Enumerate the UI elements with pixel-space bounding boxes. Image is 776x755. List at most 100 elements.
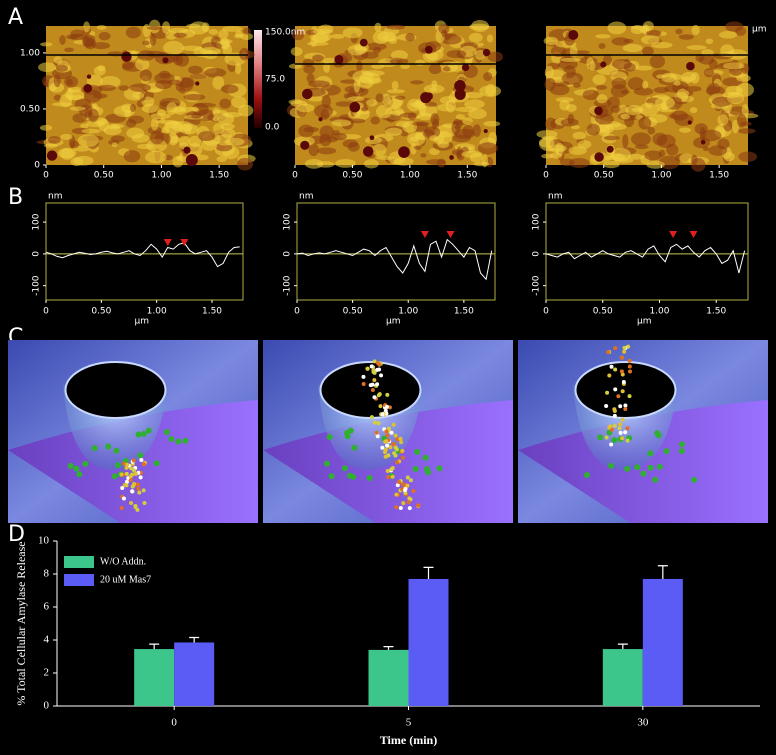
afm-texture [641, 35, 660, 45]
x-tick-label: 30 [637, 717, 649, 729]
particle [612, 413, 617, 418]
afm-texture [399, 112, 418, 118]
x-tick-label: 1.50 [457, 171, 477, 181]
vesicle [328, 473, 335, 480]
afm-texture [129, 83, 151, 92]
y-tick-label: 8 [44, 568, 50, 580]
particle [380, 412, 385, 417]
afm-texture [331, 132, 347, 141]
afm-texture [218, 29, 229, 39]
afm-texture [288, 63, 302, 69]
arrow-marker [689, 231, 698, 238]
afm-texture [43, 143, 58, 148]
particle [620, 389, 625, 394]
afm-texture [86, 120, 105, 128]
afm-texture [188, 65, 203, 75]
afm-pit [46, 150, 58, 161]
particle [625, 426, 630, 431]
afm-texture [487, 51, 504, 63]
afm-texture [691, 154, 698, 165]
afm-texture [703, 68, 715, 78]
afm-texture [347, 96, 365, 102]
afm-texture [38, 62, 57, 73]
particle [390, 474, 395, 479]
afm-texture [723, 152, 735, 162]
afm-texture [188, 135, 202, 148]
particle [376, 393, 381, 398]
afm-texture [161, 126, 170, 135]
particle [394, 492, 399, 497]
afm-texture [691, 24, 700, 36]
y-tick-label: 10 [38, 535, 50, 547]
rendering [8, 340, 258, 523]
afm-texture [53, 74, 61, 88]
vesicle [347, 427, 354, 434]
error-bar [383, 646, 394, 650]
particle [620, 417, 625, 422]
afm-pit [606, 145, 614, 153]
x-tick-label: 1.00 [651, 171, 671, 181]
x-tick-label: 0 [171, 717, 177, 729]
bar [174, 642, 215, 706]
afm-texture [436, 103, 456, 112]
x-tick-label: 1.50 [202, 307, 222, 317]
afm-texture [212, 116, 219, 122]
vesicle [91, 445, 98, 452]
afm-texture [302, 58, 315, 68]
afm-texture [363, 159, 379, 169]
panel-label: A [8, 5, 23, 30]
arrow-marker [180, 239, 189, 246]
vesicle [82, 460, 89, 467]
vesicle [652, 476, 659, 483]
afm-texture [486, 34, 494, 43]
afm-texture [536, 130, 558, 139]
profile-line [45, 242, 240, 268]
afm-texture [386, 24, 406, 30]
particle [623, 430, 628, 435]
afm-texture [372, 30, 389, 45]
particle [616, 394, 621, 399]
y-tick-label: 0 [32, 251, 42, 257]
afm-texture [234, 33, 244, 39]
pore [574, 361, 677, 419]
afm-texture [649, 54, 666, 69]
particle [385, 443, 390, 448]
particle [136, 486, 141, 491]
afm-texture [96, 25, 107, 30]
afm-texture [321, 94, 331, 109]
x-tick-label: 1.50 [209, 171, 229, 181]
afm-pit [425, 92, 433, 101]
particle [619, 369, 624, 374]
panel-label: D [8, 522, 25, 547]
y-tick-label: -100 [32, 275, 42, 296]
particle [622, 349, 627, 354]
particle [625, 438, 630, 443]
afm-texture [627, 153, 644, 160]
particle [622, 345, 627, 350]
afm-texture [243, 27, 251, 35]
particle [386, 453, 391, 458]
particle [142, 501, 147, 506]
y-tick-label: 100 [532, 213, 542, 230]
legend-swatch [64, 574, 94, 586]
particle [606, 350, 611, 355]
afm-texture [123, 150, 141, 163]
y-tick-label: 0.50 [20, 104, 40, 114]
afm-texture [292, 29, 305, 41]
particle [393, 445, 398, 450]
afm-texture [312, 54, 324, 62]
afm-texture [240, 32, 254, 41]
afm-texture [462, 117, 474, 125]
afm-texture [412, 121, 430, 127]
y-tick-label: 2 [44, 667, 50, 679]
afm-texture [372, 46, 382, 54]
afm-pit [359, 38, 368, 47]
vesicle [654, 430, 661, 437]
particle [408, 478, 413, 483]
afm-texture [550, 45, 567, 58]
afm-texture [375, 104, 393, 119]
error-bar [189, 636, 200, 643]
afm-texture [139, 69, 152, 82]
x-tick-label: 1.50 [454, 307, 474, 317]
